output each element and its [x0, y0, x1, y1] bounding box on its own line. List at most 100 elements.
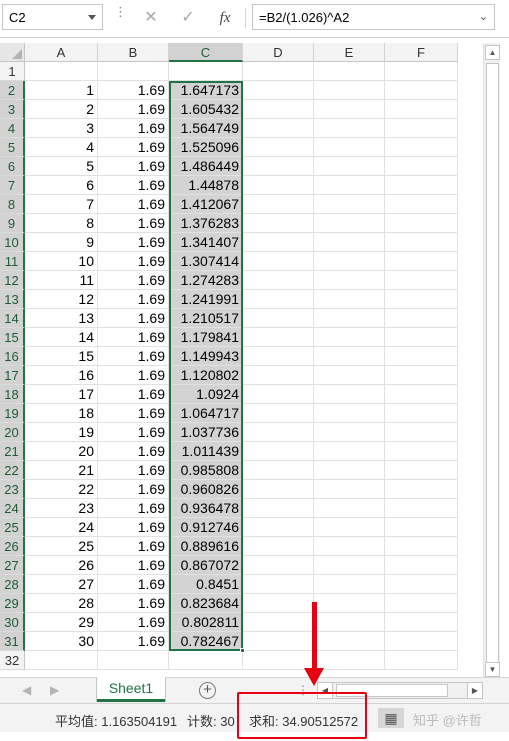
row-header-1[interactable]: 1: [0, 62, 25, 81]
cell-c30[interactable]: 0.802811: [169, 613, 243, 632]
cell-e26[interactable]: [314, 537, 385, 556]
cell-b21[interactable]: 1.69: [98, 442, 169, 461]
cell-a4[interactable]: 3: [25, 119, 98, 138]
cell-e12[interactable]: [314, 271, 385, 290]
row-header-31[interactable]: 31: [0, 632, 25, 651]
row-header-26[interactable]: 26: [0, 537, 25, 556]
cell-b14[interactable]: 1.69: [98, 309, 169, 328]
cell-b25[interactable]: 1.69: [98, 518, 169, 537]
cell-e17[interactable]: [314, 366, 385, 385]
row-header-30[interactable]: 30: [0, 613, 25, 632]
cell-b12[interactable]: 1.69: [98, 271, 169, 290]
scroll-down-icon[interactable]: ▼: [485, 662, 500, 677]
row-header-29[interactable]: 29: [0, 594, 25, 613]
col-header-d[interactable]: D: [243, 43, 314, 62]
cancel-icon[interactable]: ✕: [144, 9, 158, 26]
horizontal-scrollbar[interactable]: ◀ ▶: [317, 682, 483, 699]
cell-d30[interactable]: [243, 613, 314, 632]
cell-f30[interactable]: [385, 613, 458, 632]
cell-e21[interactable]: [314, 442, 385, 461]
cell-f24[interactable]: [385, 499, 458, 518]
cell-b28[interactable]: 1.69: [98, 575, 169, 594]
name-box[interactable]: C2: [2, 4, 103, 30]
cell-a17[interactable]: 16: [25, 366, 98, 385]
cell-d12[interactable]: [243, 271, 314, 290]
col-header-a[interactable]: A: [25, 43, 98, 62]
cell-c26[interactable]: 0.889616: [169, 537, 243, 556]
cell-b4[interactable]: 1.69: [98, 119, 169, 138]
row-header-18[interactable]: 18: [0, 385, 25, 404]
cell-b20[interactable]: 1.69: [98, 423, 169, 442]
row-header-28[interactable]: 28: [0, 575, 25, 594]
cell-d31[interactable]: [243, 632, 314, 651]
cell-e31[interactable]: [314, 632, 385, 651]
cell-d18[interactable]: [243, 385, 314, 404]
cell-d13[interactable]: [243, 290, 314, 309]
status-count[interactable]: 计数: 30: [187, 714, 235, 729]
cell-d23[interactable]: [243, 480, 314, 499]
cell-a22[interactable]: 21: [25, 461, 98, 480]
col-header-e[interactable]: E: [314, 43, 385, 62]
cell-a7[interactable]: 6: [25, 176, 98, 195]
cell-b11[interactable]: 1.69: [98, 252, 169, 271]
cell-e27[interactable]: [314, 556, 385, 575]
cell-b31[interactable]: 1.69: [98, 632, 169, 651]
cell-f17[interactable]: [385, 366, 458, 385]
cell-b22[interactable]: 1.69: [98, 461, 169, 480]
cell-e4[interactable]: [314, 119, 385, 138]
status-average[interactable]: 平均值: 1.163504191: [55, 714, 178, 729]
cell-e24[interactable]: [314, 499, 385, 518]
cell-f14[interactable]: [385, 309, 458, 328]
cell-a12[interactable]: 11: [25, 271, 98, 290]
cell-a30[interactable]: 29: [25, 613, 98, 632]
expand-formula-icon[interactable]: ⌄: [478, 11, 488, 23]
cell-e14[interactable]: [314, 309, 385, 328]
cell-b2[interactable]: 1.69: [98, 81, 169, 100]
col-header-b[interactable]: B: [98, 43, 169, 62]
cell-d2[interactable]: [243, 81, 314, 100]
cell-d25[interactable]: [243, 518, 314, 537]
cell-b13[interactable]: 1.69: [98, 290, 169, 309]
cell-e20[interactable]: [314, 423, 385, 442]
cell-b18[interactable]: 1.69: [98, 385, 169, 404]
cell-b29[interactable]: 1.69: [98, 594, 169, 613]
cell-e15[interactable]: [314, 328, 385, 347]
cell-f29[interactable]: [385, 594, 458, 613]
row-header-11[interactable]: 11: [0, 252, 25, 271]
cell-c5[interactable]: 1.525096: [169, 138, 243, 157]
cell-a15[interactable]: 14: [25, 328, 98, 347]
cell-b10[interactable]: 1.69: [98, 233, 169, 252]
cell-b27[interactable]: 1.69: [98, 556, 169, 575]
cell-a26[interactable]: 25: [25, 537, 98, 556]
cell-e1[interactable]: [314, 62, 385, 81]
cell-f7[interactable]: [385, 176, 458, 195]
row-header-4[interactable]: 4: [0, 119, 25, 138]
row-header-3[interactable]: 3: [0, 100, 25, 119]
cell-c7[interactable]: 1.44878: [169, 176, 243, 195]
cell-e9[interactable]: [314, 214, 385, 233]
cell-f22[interactable]: [385, 461, 458, 480]
cell-f1[interactable]: [385, 62, 458, 81]
cell-f19[interactable]: [385, 404, 458, 423]
row-header-23[interactable]: 23: [0, 480, 25, 499]
row-header-10[interactable]: 10: [0, 233, 25, 252]
row-header-14[interactable]: 14: [0, 309, 25, 328]
cell-b17[interactable]: 1.69: [98, 366, 169, 385]
cell-d20[interactable]: [243, 423, 314, 442]
cell-c16[interactable]: 1.149943: [169, 347, 243, 366]
row-header-6[interactable]: 6: [0, 157, 25, 176]
row-header-24[interactable]: 24: [0, 499, 25, 518]
row-header-9[interactable]: 9: [0, 214, 25, 233]
next-sheet-icon[interactable]: ▶: [50, 683, 60, 697]
cell-a9[interactable]: 8: [25, 214, 98, 233]
row-header-25[interactable]: 25: [0, 518, 25, 537]
cell-a6[interactable]: 5: [25, 157, 98, 176]
cell-e6[interactable]: [314, 157, 385, 176]
cell-e13[interactable]: [314, 290, 385, 309]
cell-c15[interactable]: 1.179841: [169, 328, 243, 347]
dropdown-icon[interactable]: [88, 15, 96, 20]
cell-f32[interactable]: [385, 651, 458, 670]
cell-c21[interactable]: 1.011439: [169, 442, 243, 461]
cell-a10[interactable]: 9: [25, 233, 98, 252]
cell-f6[interactable]: [385, 157, 458, 176]
